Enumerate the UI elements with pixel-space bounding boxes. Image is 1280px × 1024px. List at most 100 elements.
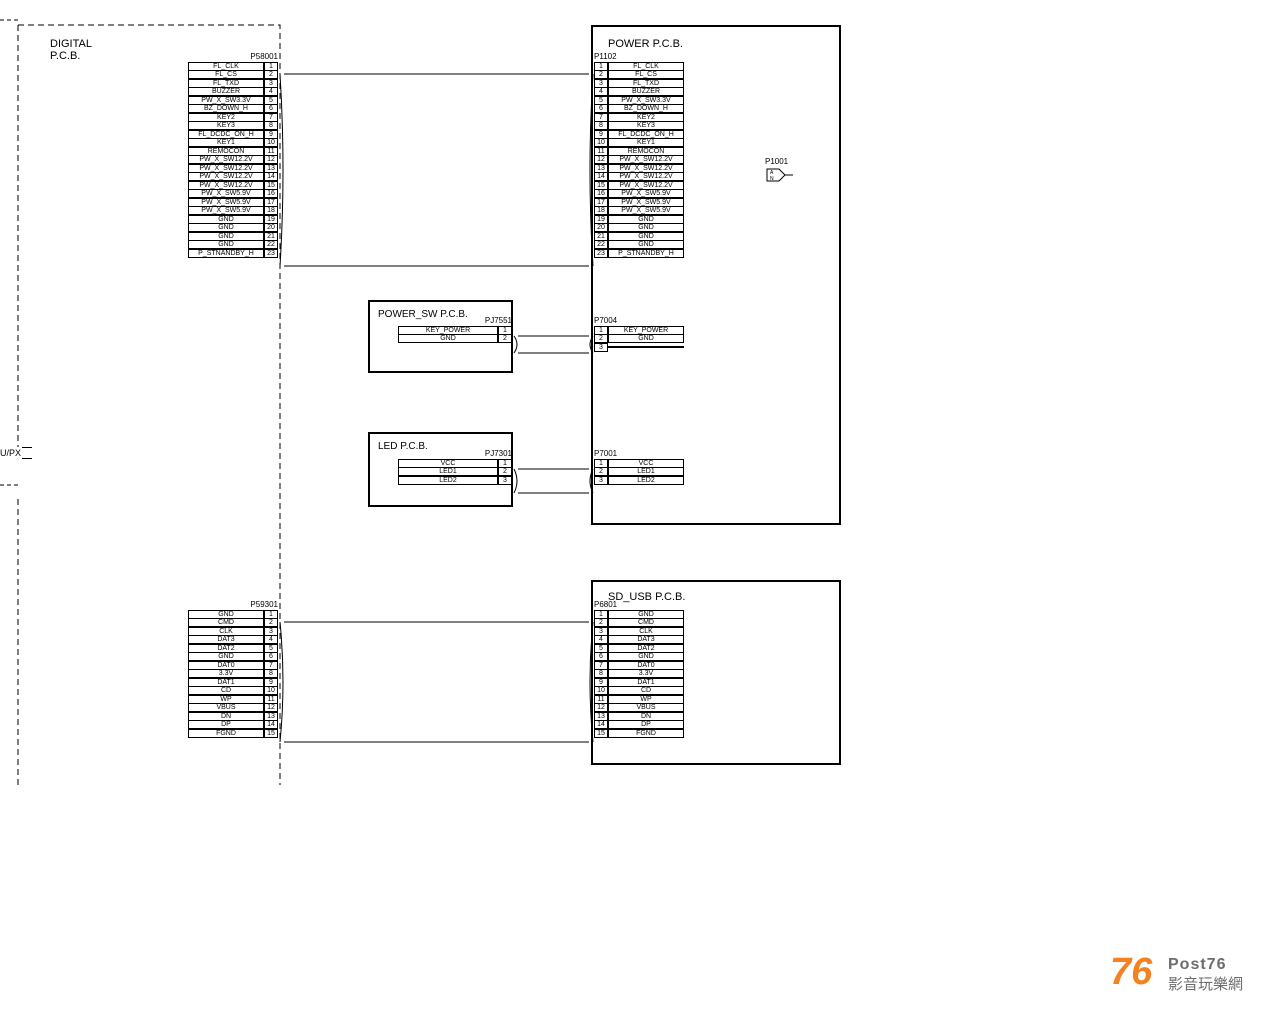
connector-PJ7301: VCC1LED12LED23 [398, 459, 512, 485]
pin-row: FL_CLK1 [188, 62, 278, 71]
pin-row: FL_DCDC_ON_H9 [188, 130, 278, 139]
pin-row: FGND15 [188, 729, 278, 738]
pin-row: VCC1 [398, 459, 512, 468]
connector-label: P6801 [594, 600, 617, 609]
connector-label: PJ7301 [398, 449, 512, 458]
pin-row: 12VBUS [594, 704, 684, 713]
pin-row: 7DAT0 [594, 661, 684, 670]
pin-row: PW_X_SW12.2V14 [188, 173, 278, 182]
pin-name: P_STNANDBY_H [188, 249, 264, 258]
pin-row: 17PW_X_SW5.9V [594, 198, 684, 207]
pin-row: FL_TXD3 [188, 79, 278, 88]
pin-row: 4BUZZER [594, 88, 684, 97]
digital-pcb-title: DIGITAL P.C.B. [50, 38, 92, 62]
pin-row: PW_X_SW3.3V5 [188, 96, 278, 105]
connector-P7004: 1KEY_POWER2GND3 [594, 326, 684, 352]
pin-row: 5PW_X_SW3.3V [594, 96, 684, 105]
pin-name: FGND [188, 729, 264, 738]
pin-row: DAT19 [188, 678, 278, 687]
connector-P1102: 1FL_CLK2FL_CS3FL_TXD4BUZZER5PW_X_SW3.3V6… [594, 62, 684, 258]
connector-P59301: GND1CMD2CLK3DAT34DAT25GND6DAT073.3V8DAT1… [188, 610, 278, 738]
pin-row: 2GND [594, 335, 684, 344]
pin-number: 15 [264, 729, 278, 738]
pin-row: 6GND [594, 653, 684, 662]
pin-row: 1GND [594, 610, 684, 619]
pin-row: 5DAT2 [594, 644, 684, 653]
pin-name [608, 346, 684, 348]
pin-row: 15PW_X_SW12.2V [594, 181, 684, 190]
schematic-canvas: DIGITAL P.C.B. U/PX POWER P.C.B. P1001 A… [0, 0, 1280, 1024]
pin-row: 3CLK [594, 627, 684, 636]
pin-row: PW_X_SW5.9V18 [188, 207, 278, 216]
pin-row: VBUS12 [188, 704, 278, 713]
pin-name: LED2 [608, 476, 684, 485]
pin-number: 2 [498, 334, 512, 343]
pin-row: DAT34 [188, 636, 278, 645]
pin-name: LED2 [398, 476, 498, 485]
connector-label: P58001 [188, 52, 278, 61]
pin-row: 1FL_CLK [594, 62, 684, 71]
pin-row: CD10 [188, 687, 278, 696]
pin-row: PW_X_SW5.9V16 [188, 190, 278, 199]
pin-name: FGND [608, 729, 684, 738]
pin-row: P_STNANDBY_H23 [188, 249, 278, 258]
connector-label: P1102 [594, 52, 617, 61]
pin-row: DP14 [188, 721, 278, 730]
pin-number: 23 [264, 249, 278, 258]
connector-P6801: 1GND2CMD3CLK4DAT35DAT26GND7DAT083.3V9DAT… [594, 610, 684, 738]
pin-row: CLK3 [188, 627, 278, 636]
p1001-icon: A N [765, 167, 795, 183]
pin-row: 2CMD [594, 619, 684, 628]
connector-label: P59301 [188, 600, 278, 609]
pin-row: GND21 [188, 232, 278, 241]
pin-row: GND1 [188, 610, 278, 619]
pin-row: FL_CS2 [188, 71, 278, 80]
pin-row: DAT07 [188, 661, 278, 670]
pin-row: REMOCON11 [188, 147, 278, 156]
connector-label: P7001 [594, 449, 617, 458]
pin-row: 3LED2 [594, 476, 684, 485]
pin-row: 22GND [594, 241, 684, 250]
logo-number: 76 [1110, 951, 1153, 993]
pin-row: 15FGND [594, 729, 684, 738]
pin-row: KEY110 [188, 139, 278, 148]
pin-row: 20GND [594, 224, 684, 233]
connector-PJ7551: KEY_POWER1GND2 [398, 326, 512, 343]
pin-row: 1VCC [594, 459, 684, 468]
pin-row: GND22 [188, 241, 278, 250]
pin-row: 3.3V8 [188, 670, 278, 679]
pin-row: BUZZER4 [188, 88, 278, 97]
pin-row: GND19 [188, 215, 278, 224]
pin-row: 1KEY_POWER [594, 326, 684, 335]
pin-row: KEY38 [188, 122, 278, 131]
pin-row: BZ_DOWN_H6 [188, 105, 278, 114]
pin-row: 9FL_DCDC_ON_H [594, 130, 684, 139]
pin-name: GND [608, 334, 684, 343]
pin-row: 13DN [594, 712, 684, 721]
pin-row: KEY_POWER1 [398, 326, 512, 335]
pin-row: PW_X_SW12.2V12 [188, 156, 278, 165]
connector-P7001: 1VCC2LED13LED2 [594, 459, 684, 485]
pin-row: 6BZ_DOWN_H [594, 105, 684, 114]
logo-line2: 影音玩樂網 [1168, 976, 1243, 993]
pin-row: 23P_STNANDBY_H [594, 249, 684, 258]
pin-row: GND2 [398, 335, 512, 344]
pin-row: 18PW_X_SW5.9V [594, 207, 684, 216]
pin-row: 2FL_CS [594, 71, 684, 80]
connector-label: PJ7551 [398, 316, 512, 325]
pin-row: DAT25 [188, 644, 278, 653]
pin-row: 19GND [594, 215, 684, 224]
pin-row: 10CD [594, 687, 684, 696]
pin-row: PW_X_SW12.2V13 [188, 164, 278, 173]
pin-row: 83.3V [594, 670, 684, 679]
pin-number: 3 [498, 476, 512, 485]
pin-number: 3 [594, 343, 608, 352]
power-pcb-title: POWER P.C.B. [608, 38, 683, 50]
pin-row: 11WP [594, 695, 684, 704]
pin-row: 14DP [594, 721, 684, 730]
pin-row: 8KEY3 [594, 122, 684, 131]
pin-row: DN13 [188, 712, 278, 721]
p1001-label: P1001 [765, 157, 788, 166]
pin-name: GND [398, 334, 498, 343]
pin-row: CMD2 [188, 619, 278, 628]
